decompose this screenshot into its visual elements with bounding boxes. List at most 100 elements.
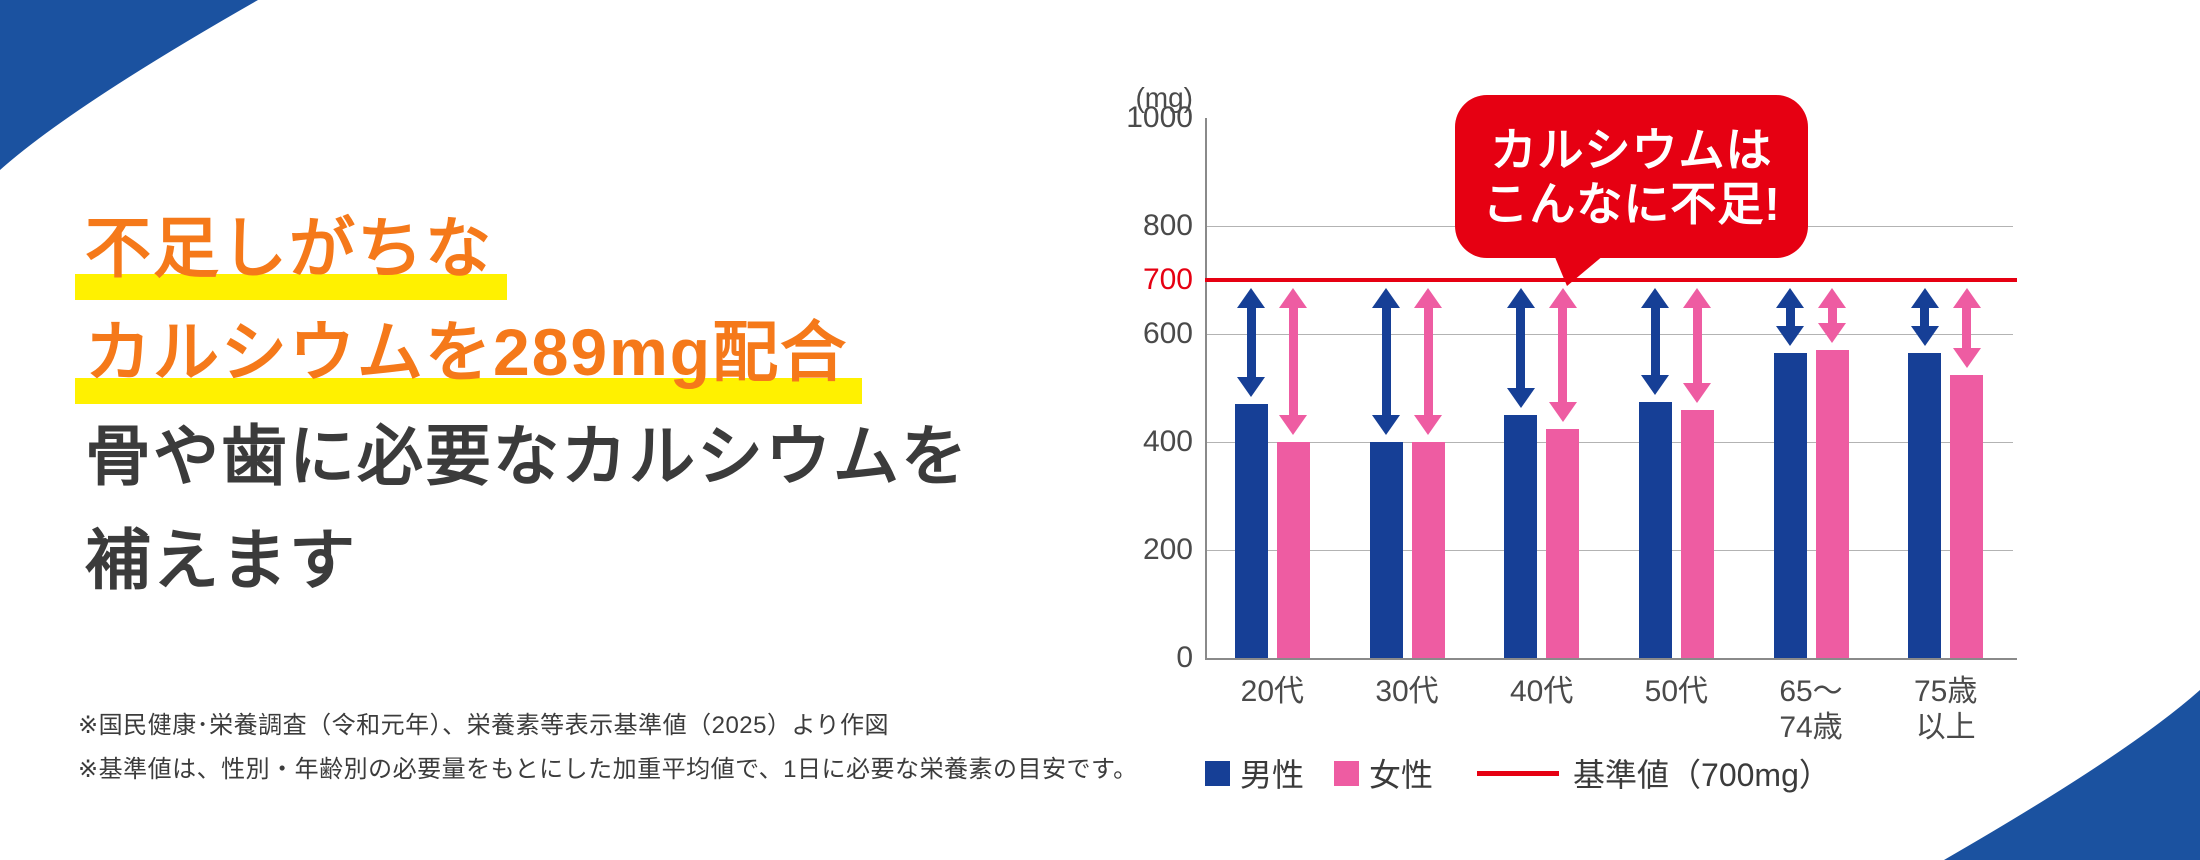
arrowhead-up-icon	[1372, 288, 1400, 308]
bar-女性-40代	[1546, 428, 1580, 658]
arrowhead-down-icon	[1279, 415, 1308, 435]
bar-女性-65～74歳	[1815, 350, 1849, 658]
arrowhead-up-icon	[1641, 288, 1670, 308]
arrowhead-down-icon	[1818, 323, 1846, 344]
bar-男性-65～74歳	[1773, 352, 1807, 658]
shortage-arrow-女性-20代	[1279, 288, 1308, 435]
bar-男性-75歳以上	[1908, 352, 1942, 658]
legend-swatch-icon	[1205, 760, 1230, 786]
callout-bubble: カルシウムは こんなに不足!	[1455, 95, 1808, 258]
arrow-shaft	[1288, 304, 1298, 419]
x-axis-label-30代: 30代	[1375, 675, 1439, 708]
arrowhead-up-icon	[1683, 288, 1712, 308]
shortage-arrow-男性-30代	[1372, 288, 1400, 435]
gridline-400	[1205, 441, 2013, 443]
headline-line-3: 骨や歯に必要なカルシウムを	[85, 419, 969, 493]
headline-line-2-text: カルシウムを289mg配合	[75, 300, 863, 404]
y-tick-700-red: 700	[1142, 263, 1193, 296]
legend-item-男性: 男性	[1205, 750, 1304, 796]
legend-label: 女性	[1369, 757, 1434, 793]
footnote-reference-explanation: ※基準値は、性別・年齢別の必要量をもとにした加重平均値で、1日に必要な栄養素の目…	[78, 756, 1138, 783]
legend-item-reference-line: 基準値（700mg）	[1477, 750, 1831, 796]
shortage-arrow-男性-65～74歳	[1776, 288, 1804, 346]
y-tick-400: 400	[1142, 425, 1193, 458]
arrowhead-up-icon	[1952, 288, 1981, 308]
y-tick-0: 0	[1176, 641, 1193, 674]
arrowhead-down-icon	[1237, 377, 1266, 398]
arrow-shaft	[1558, 304, 1568, 406]
arrowhead-up-icon	[1414, 288, 1442, 308]
gridline-200	[1205, 549, 2013, 551]
bottom-right-corner-shape	[1944, 690, 2200, 860]
shortage-arrow-男性-20代	[1237, 288, 1266, 398]
headline-line-1-text: 不足しがちな	[75, 196, 507, 300]
y-axis-line	[1205, 118, 1207, 658]
footnote-source: ※国民健康･栄養調査（令和元年）、栄養素等表示基準値（2025）より作図	[78, 712, 890, 739]
legend-swatch-icon	[1334, 760, 1360, 786]
bar-女性-20代	[1276, 442, 1310, 658]
shortage-arrow-女性-75歳以上	[1952, 288, 1981, 368]
legend-label: 男性	[1240, 757, 1305, 793]
x-axis-label-20代: 20代	[1240, 675, 1305, 708]
shortage-arrow-男性-75歳以上	[1910, 288, 1939, 346]
shortage-arrow-女性-50代	[1683, 288, 1712, 403]
x-axis-label-75歳以上: 75歳 以上	[1913, 675, 1978, 744]
x-axis-line	[1205, 658, 2017, 660]
arrow-shaft	[1516, 304, 1526, 392]
arrow-shaft	[1785, 304, 1795, 330]
headline-line-4: 補えます	[85, 523, 357, 597]
gridline-600	[1205, 333, 2013, 335]
arrowhead-up-icon	[1776, 288, 1804, 308]
footnotes: ※国民健康･栄養調査（令和元年）、栄養素等表示基準値（2025）より作図 ※基準…	[78, 704, 1138, 792]
x-axis-label-50代: 50代	[1644, 675, 1709, 708]
arrowhead-down-icon	[1414, 415, 1442, 435]
headline-block: 不足しがちな カルシウムを289mg配合 骨や歯に必要なカルシウムを 補えます	[75, 196, 969, 612]
shortage-arrow-女性-65～74歳	[1818, 288, 1846, 344]
arrow-shaft	[1650, 304, 1660, 379]
headline-line-1: 不足しがちな	[75, 196, 969, 300]
arrowhead-down-icon	[1372, 415, 1400, 435]
headline-line-2: カルシウムを289mg配合	[75, 300, 969, 404]
bar-女性-30代	[1411, 442, 1445, 658]
shortage-arrow-女性-30代	[1414, 288, 1442, 435]
reference-line-700mg	[1205, 278, 2017, 282]
arrowhead-up-icon	[1910, 288, 1939, 308]
legend-item-女性: 女性	[1334, 750, 1433, 796]
arrowhead-down-icon	[1910, 325, 1939, 346]
arrowhead-up-icon	[1237, 288, 1266, 308]
bar-女性-75歳以上	[1950, 374, 1984, 658]
shortage-arrow-男性-50代	[1641, 288, 1670, 395]
y-tick-600: 600	[1142, 317, 1193, 350]
x-axis-label-65～74歳: 65～ 74歳	[1779, 675, 1843, 744]
bar-男性-30代	[1369, 442, 1403, 658]
arrow-shaft	[1920, 304, 1930, 330]
shortage-arrow-女性-40代	[1548, 288, 1577, 422]
bar-男性-40代	[1504, 415, 1538, 658]
arrow-shaft	[1423, 304, 1433, 419]
arrowhead-up-icon	[1818, 288, 1846, 308]
arrow-shaft	[1381, 304, 1391, 419]
arrow-shaft	[1246, 304, 1256, 382]
y-tick-1000: 1000	[1126, 101, 1193, 134]
bar-chart-plot-area	[1205, 118, 2017, 660]
arrowhead-up-icon	[1506, 288, 1535, 308]
callout-line-2: こんなに不足!	[1482, 177, 1781, 230]
arrow-shaft	[1827, 304, 1837, 328]
x-axis-label-40代: 40代	[1509, 675, 1574, 708]
y-tick-800: 800	[1142, 209, 1193, 242]
arrowhead-down-icon	[1776, 325, 1804, 346]
bar-女性-50代	[1680, 409, 1714, 658]
shortage-arrow-男性-40代	[1506, 288, 1535, 408]
y-axis-unit-label: (mg)	[1135, 82, 1193, 113]
arrowhead-down-icon	[1952, 347, 1981, 368]
legend-line-swatch-icon	[1477, 770, 1560, 776]
arrowhead-down-icon	[1548, 401, 1577, 422]
bar-男性-20代	[1234, 404, 1268, 658]
arrowhead-down-icon	[1683, 382, 1712, 403]
chart-legend: 男性 女性 基準値（700mg）	[1205, 750, 1831, 796]
bar-男性-50代	[1638, 401, 1672, 658]
arrow-shaft	[1962, 304, 1972, 352]
arrow-shaft	[1692, 304, 1702, 387]
y-tick-200: 200	[1142, 533, 1193, 566]
